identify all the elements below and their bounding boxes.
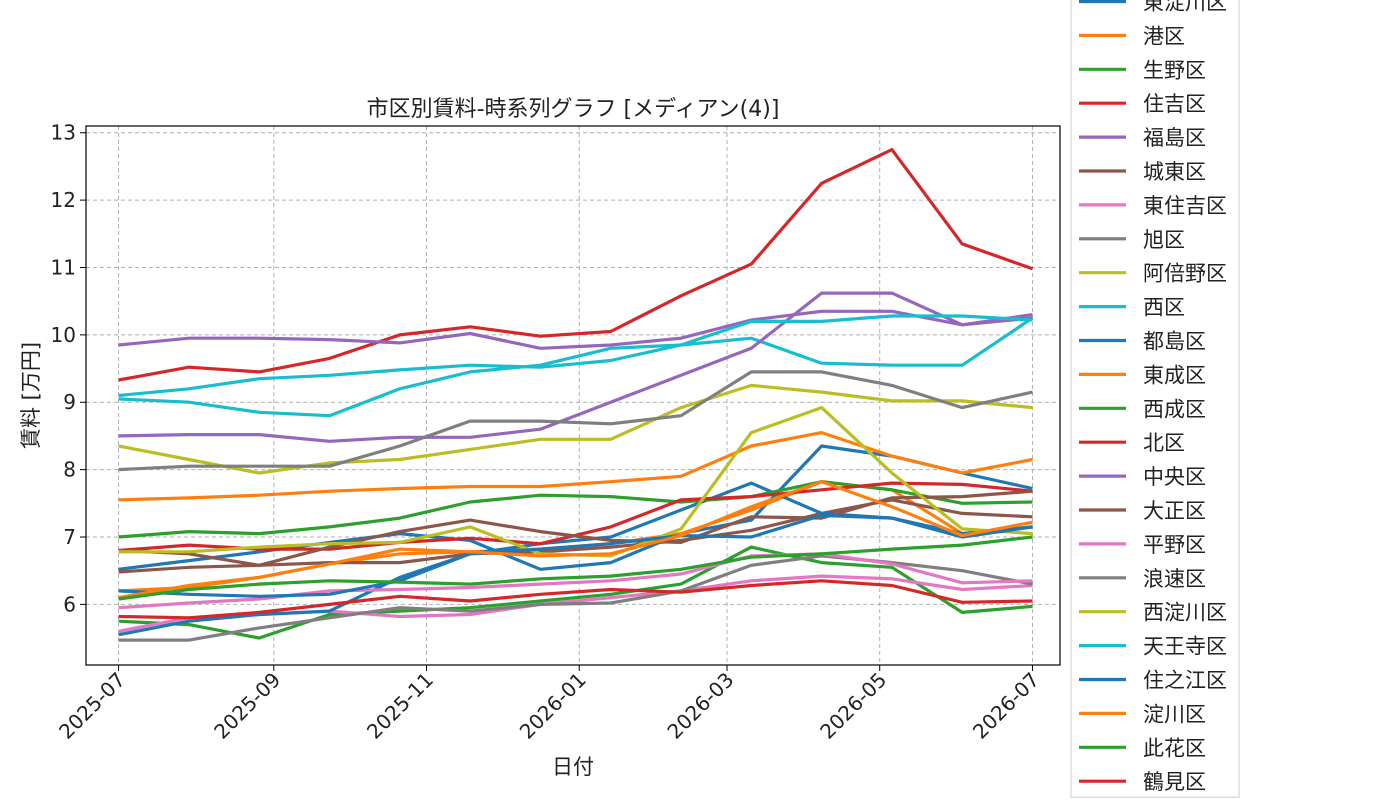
legend-label: 西淀川区 <box>1143 601 1227 625</box>
series-line <box>118 148 1034 382</box>
legend-label: 城東区 <box>1143 160 1206 184</box>
y-tick-label: 6 <box>63 592 76 616</box>
series-line <box>118 552 1033 610</box>
legend-label: 淀川区 <box>1143 702 1206 726</box>
y-tick-label: 11 <box>51 255 76 279</box>
legend-label: 旭区 <box>1143 228 1185 252</box>
y-tick-label: 13 <box>51 121 76 145</box>
legend-label: 住之江区 <box>1143 669 1227 693</box>
y-tick-label: 10 <box>51 323 76 347</box>
y-tick-label: 7 <box>63 525 76 549</box>
x-axis-title: 日付 <box>552 755 594 779</box>
series-line <box>118 431 1033 502</box>
y-axis-title: 賃料 [万円] <box>19 342 43 449</box>
legend-label: 東成区 <box>1143 363 1206 387</box>
legend-label: 東淀川区 <box>1143 0 1227 15</box>
legend-label: 鶴見区 <box>1143 770 1206 794</box>
series-line <box>118 383 1033 475</box>
legend-label: 北区 <box>1143 431 1185 455</box>
legend-box <box>1070 0 1240 798</box>
y-tick-label: 12 <box>51 188 76 212</box>
series-line <box>118 291 1033 443</box>
legend-label: 東住吉区 <box>1143 194 1227 218</box>
legend-label: 此花区 <box>1143 736 1206 760</box>
series-line <box>118 370 1033 472</box>
legend-label: 平野区 <box>1143 533 1206 557</box>
series-line <box>118 480 1033 600</box>
legend-label: 西成区 <box>1143 397 1206 421</box>
series-line <box>118 309 1033 350</box>
series-line <box>118 535 1033 601</box>
legend-label: 西区 <box>1143 296 1185 320</box>
legend-label: 浪速区 <box>1143 567 1206 591</box>
legend-label: 福島区 <box>1143 126 1206 150</box>
plot-frame <box>85 125 1061 666</box>
legend-label: 中央区 <box>1143 465 1206 489</box>
series-line <box>118 480 1033 539</box>
series-line <box>118 314 1033 398</box>
y-tick-label: 9 <box>63 390 76 414</box>
legend-label: 都島区 <box>1143 330 1206 354</box>
legend-label: 住吉区 <box>1143 92 1206 116</box>
series-line <box>118 513 1033 598</box>
legend-label: 生野区 <box>1143 58 1206 82</box>
series-line <box>118 316 1034 418</box>
chart-title: 市区別賃料-時系列グラフ [メディアン(4)] <box>367 97 780 122</box>
legend: 東淀川区港区生野区住吉区福島区城東区東住吉区旭区阿倍野区西区都島区東成区西成区北… <box>1070 0 1240 798</box>
series-line <box>118 545 1033 640</box>
legend-label: 阿倍野区 <box>1143 262 1227 286</box>
series-lines <box>118 148 1034 642</box>
legend-label: 天王寺区 <box>1143 635 1227 659</box>
y-tick-label: 8 <box>63 458 76 482</box>
legend-label: 大正区 <box>1143 499 1206 523</box>
series-line <box>118 579 1033 620</box>
legend-label: 港区 <box>1143 24 1185 48</box>
